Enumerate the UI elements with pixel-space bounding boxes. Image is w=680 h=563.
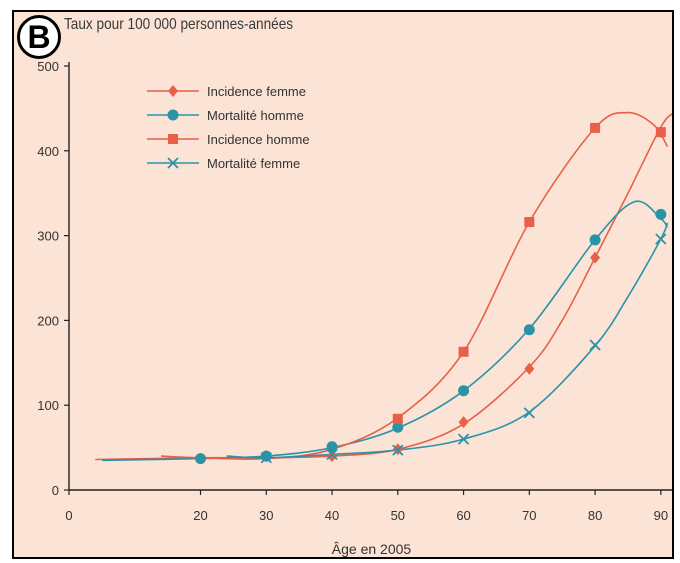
- data-point-mortalite-homme: [589, 234, 601, 246]
- data-point-mortalite-femme: [392, 444, 404, 456]
- data-point-mortalite-homme: [523, 324, 535, 336]
- panel-label: B: [17, 15, 61, 59]
- data-point-incidence-femme: [524, 362, 535, 375]
- data-point-incidence-femme: [458, 416, 469, 429]
- series-line-mortalite-homme: [101, 200, 669, 462]
- data-point-mortalite-homme: [458, 385, 470, 397]
- x-tick-label: 30: [259, 508, 273, 523]
- series-line-incidence-femme: [95, 113, 672, 461]
- x-tick-label: 50: [391, 508, 405, 523]
- data-point-mortalite-femme: [655, 233, 667, 245]
- data-point-incidence-femme: [590, 251, 601, 264]
- data-point-mortalite-femme: [523, 407, 535, 419]
- legend-marker: [167, 109, 179, 121]
- data-point-incidence-homme: [655, 127, 666, 138]
- chart-frame: B Taux pour 100 000 personnes-années 0 10…: [12, 10, 674, 559]
- legend-label: Incidence femme: [207, 84, 306, 99]
- legend-label: Incidence homme: [207, 132, 310, 147]
- y-tick-label: 300: [37, 229, 59, 244]
- data-point-incidence-homme: [590, 122, 601, 133]
- data-point-incidence-homme: [524, 217, 535, 228]
- data-point-mortalite-femme: [326, 448, 338, 461]
- legend-marker: [168, 85, 178, 97]
- x-tick-label: 60: [456, 508, 470, 523]
- legend-label: Mortalité homme: [207, 108, 304, 123]
- y-tick-label: 100: [37, 398, 59, 413]
- data-point-mortalite-homme: [392, 421, 404, 433]
- data-point-mortalite-homme: [260, 450, 272, 462]
- x-tick-label: 90: [654, 508, 668, 523]
- y-tick-label: 0: [52, 483, 59, 498]
- x-tick-label: 40: [325, 508, 339, 523]
- data-point-mortalite-homme: [655, 208, 667, 220]
- y-tick-label: 500: [37, 59, 59, 74]
- legend-marker: [168, 134, 178, 144]
- y-tick-label: 400: [37, 144, 59, 159]
- legend-label: Mortalité femme: [207, 156, 300, 171]
- data-point-mortalite-homme: [195, 453, 207, 465]
- x-tick-label: 80: [588, 508, 602, 523]
- legend-marker: [167, 157, 179, 169]
- data-point-mortalite-femme: [589, 339, 601, 351]
- x-tick-label: 70: [522, 508, 536, 523]
- data-point-mortalite-femme: [260, 452, 272, 464]
- data-point-incidence-homme: [392, 413, 403, 424]
- data-point-incidence-homme: [458, 346, 469, 357]
- line-chart: 0 100 200 300 400 500 0 20 30 40 50 60 70 80 90 Âge en …: [37, 59, 672, 557]
- data-point-mortalite-femme: [457, 433, 470, 445]
- x-tick-label: 20: [193, 508, 207, 523]
- x-tick-label: 0: [65, 508, 72, 523]
- data-point-mortalite-homme: [326, 441, 338, 453]
- x-axis-label: Âge en 2005: [332, 541, 412, 557]
- series-line-mortalite-femme: [226, 222, 669, 459]
- y-tick-label: 200: [37, 313, 59, 328]
- chart-title: Taux pour 100 000 personnes-années: [64, 16, 294, 33]
